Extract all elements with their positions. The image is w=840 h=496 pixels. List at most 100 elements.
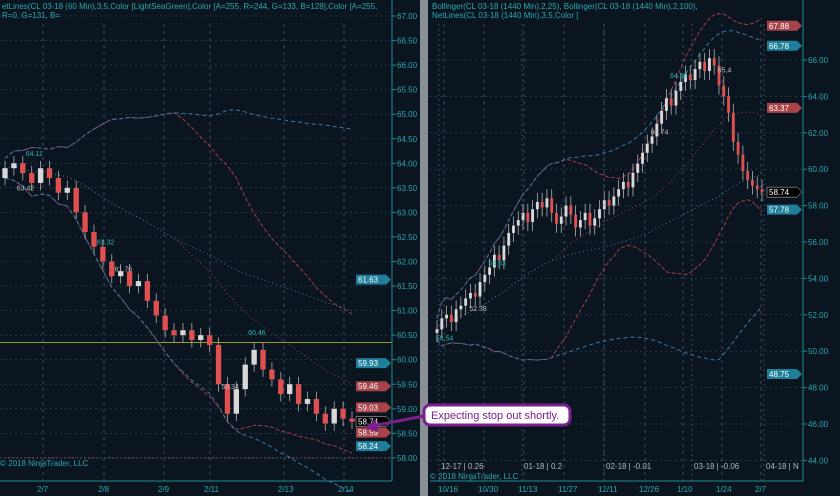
- price-tag-value: 59.93: [358, 359, 379, 368]
- net-level-label: 60.46: [248, 330, 266, 337]
- candle-body: [459, 305, 463, 310]
- y-tick-label: 58.00: [397, 454, 418, 463]
- candle-body: [488, 267, 492, 275]
- price-tag: [356, 402, 391, 413]
- candle-body: [755, 185, 759, 190]
- price-tag-value: 58.59: [358, 429, 379, 438]
- candle-body: [478, 282, 482, 297]
- candle-body: [540, 201, 544, 208]
- candle-body: [331, 408, 337, 424]
- x-tick-label: 10/16: [438, 485, 459, 494]
- candle-body: [171, 330, 177, 336]
- candle-body: [445, 314, 448, 319]
- bollinger-short-lower: [4, 177, 353, 454]
- x-tick-label: 12/26: [639, 485, 660, 494]
- candle-body: [449, 314, 453, 323]
- candle-body: [545, 198, 549, 208]
- candle-body: [162, 315, 168, 331]
- candle-body: [206, 335, 213, 345]
- x-tick-label: 11/27: [558, 485, 578, 494]
- candle-body: [189, 330, 195, 341]
- candle-body: [20, 163, 26, 174]
- price-tag: [356, 358, 391, 369]
- candle-body: [569, 205, 573, 215]
- callout-text: Expecting stop out shortly.: [431, 410, 559, 422]
- bollinger-long-lower: [4, 177, 353, 493]
- right-copyright: © 2018 NinjaTrader, LLC: [430, 472, 519, 481]
- candle-body: [621, 181, 625, 190]
- candle-body: [741, 154, 745, 172]
- candle-body: [29, 173, 35, 183]
- candle-body: [55, 178, 62, 193]
- price-tag-value: 63.37: [769, 104, 790, 113]
- callout-box: [422, 403, 572, 427]
- y-tick-label: 44.00: [808, 456, 829, 465]
- candle-body: [550, 198, 554, 213]
- price-tag: [767, 40, 802, 51]
- x-tick-label: 2/7: [37, 485, 49, 494]
- candle-body: [684, 74, 687, 82]
- candle-body: [650, 136, 654, 144]
- candle-body: [260, 349, 266, 370]
- y-tick-label: 64.50: [397, 135, 418, 144]
- candle-body: [736, 141, 740, 155]
- price-tag-value: 67.88: [769, 22, 790, 31]
- candle-body: [269, 369, 275, 380]
- candle-body: [712, 58, 716, 66]
- contract-roll-label: 04-18 | N: [766, 462, 799, 471]
- candle-body: [435, 329, 439, 333]
- candle-body: [555, 212, 558, 224]
- y-tick-label: 64.00: [397, 159, 418, 168]
- price-tag-value: 48.75: [769, 370, 790, 379]
- candle-body: [688, 74, 692, 81]
- candle-body: [287, 384, 293, 395]
- x-tick-label: 12/11: [598, 485, 618, 494]
- candle-body: [612, 196, 616, 206]
- candle-body: [760, 189, 764, 193]
- y-tick-label: 62.50: [397, 233, 418, 242]
- candle-body: [731, 112, 735, 142]
- candle-body: [593, 218, 597, 226]
- candle-body: [526, 212, 530, 222]
- candle-body: [693, 69, 697, 81]
- x-tick-label: 2/11: [204, 485, 220, 494]
- panel-divider[interactable]: [420, 0, 428, 496]
- candle-body: [117, 271, 124, 277]
- candle-body: [698, 61, 702, 70]
- candle-body: [636, 163, 640, 173]
- candle-body: [215, 344, 222, 385]
- y-tick-label: 52.00: [808, 311, 829, 320]
- price-tag: [356, 381, 391, 392]
- y-tick-label: 65.00: [397, 110, 418, 119]
- price-tag-value: 57.78: [769, 206, 790, 215]
- bollinger-long-lower: [436, 306, 763, 361]
- candle-body: [295, 384, 302, 404]
- bollinger-short-upper: [4, 112, 353, 315]
- price-tag: [766, 186, 803, 198]
- price-tag-value: 58.24: [358, 442, 379, 451]
- candle-body: [722, 85, 726, 97]
- bollinger-long-upper: [436, 30, 763, 319]
- candle-body: [655, 123, 659, 137]
- price-tag: [356, 441, 391, 452]
- candle-body: [11, 163, 17, 169]
- y-tick-label: 59.50: [397, 380, 418, 389]
- candle-body: [440, 318, 444, 330]
- candle-body: [660, 110, 664, 124]
- candle-body: [507, 232, 511, 246]
- price-tag: [767, 368, 802, 379]
- candle-body: [37, 168, 44, 183]
- candle-body: [126, 271, 133, 287]
- candle-body: [180, 330, 186, 336]
- candle-body: [278, 379, 284, 395]
- candle-body: [641, 152, 644, 164]
- candle-body: [588, 212, 592, 226]
- candle-body: [454, 309, 458, 323]
- candle-body: [617, 189, 621, 197]
- price-tag-value: 59.46: [358, 382, 379, 391]
- candle-body: [679, 81, 683, 91]
- y-tick-label: 54.00: [808, 274, 829, 283]
- candle-body: [492, 254, 496, 268]
- y-tick-label: 67.00: [397, 12, 418, 21]
- candle-body: [153, 300, 159, 316]
